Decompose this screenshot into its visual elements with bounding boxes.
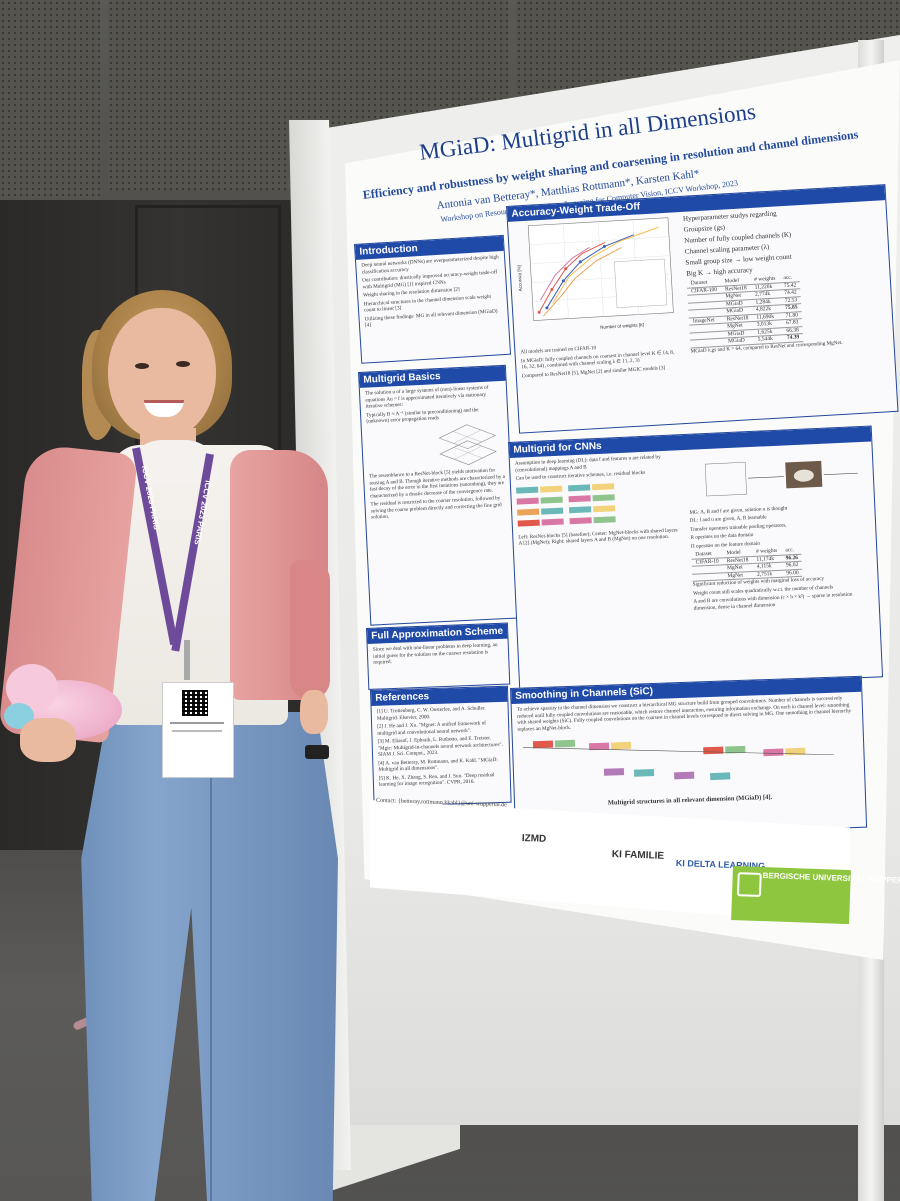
reference-item: [1] U. Trottenberg, C. W. Oosterlee, and… — [376, 705, 486, 722]
reference-item: [4] A. van Betteray, M. Rottmann, and K.… — [378, 756, 498, 773]
eye — [135, 363, 149, 369]
reference-item: [5] K. He, X. Zhang, S. Ren, and J. Sun.… — [378, 771, 495, 788]
smile — [144, 400, 184, 417]
reference-item: [2] J. He and J. Xu. "Mgnet: A unified f… — [377, 720, 487, 737]
mgiad-structure-diagram — [523, 739, 834, 781]
badge-text-line — [170, 722, 224, 724]
section-accuracy-weight-tradeoff: Accuracy-Weight Trade-Off Number of weig… — [506, 184, 899, 434]
section-smoothing-in-channels: Smoothing in Channels (SiC) To achieve s… — [510, 675, 868, 840]
watch — [305, 745, 329, 759]
paragraph: The resemblance to a ResNet-block [5] yi… — [368, 467, 506, 500]
grid-diagram — [438, 423, 497, 465]
mg-operator-diagram — [704, 460, 858, 497]
ki-familie-logo: KI FAMILIE — [611, 849, 665, 862]
section-body: The solution u of a large systems of (no… — [360, 381, 513, 526]
face — [108, 308, 216, 440]
university-wuppertal-logo: BERGISCHE UNIVERSITÄT WUPPERTAL — [731, 866, 900, 925]
eye — [176, 361, 190, 367]
block-diagrams — [516, 477, 680, 532]
qr-code-icon — [182, 690, 208, 716]
section-body: [1] U. Trottenberg, C. W. Oosterlee, and… — [372, 702, 511, 794]
jeans — [81, 712, 338, 1201]
hand — [20, 718, 76, 762]
reference-item: [3] M. Eliasof, J. Ephrath, L. Ruthotto,… — [377, 735, 503, 758]
university-crest-icon — [736, 872, 762, 897]
badge-clip — [184, 640, 190, 680]
resnet-block-diagram — [516, 482, 564, 530]
section-introduction: Introduction Deep neural networks (DNNs)… — [354, 234, 512, 364]
section-body: Deep neural networks (DNNs) are overpara… — [356, 251, 508, 334]
jeans-seam — [210, 760, 212, 1201]
plot-xlabel: Number of weights [K] — [600, 322, 644, 330]
badge-text-line — [172, 730, 222, 732]
izmd-logo: IZMD — [521, 833, 547, 845]
plot-ylabel: Accuracy [%] — [516, 265, 523, 292]
arm — [290, 560, 330, 700]
section-multigrid-basics: Multigrid Basics The solution u of a lar… — [358, 364, 519, 626]
section-full-approximation-scheme: Full Approximation Scheme Since we deal … — [366, 622, 511, 690]
results-table: Dataset Model # weights acc. CIFAR-100 Re… — [686, 274, 804, 348]
acoustic-panel — [0, 0, 100, 215]
section-references: References [1] U. Trottenberg, C. W. Oos… — [370, 685, 512, 807]
paragraph: The residual is restricted to the coarse… — [370, 495, 502, 521]
section-multigrid-for-cnns: Multigrid for CNNs Assumption in deep le… — [508, 425, 884, 694]
section-body: Since we deal with non-linear problems i… — [372, 641, 498, 666]
mgnet-block-diagram — [568, 480, 616, 528]
section-body: All models are trained on CIFAR-10 In MG… — [515, 337, 687, 385]
hand — [300, 690, 328, 734]
accuracy-plot: Number of weights [K] Accuracy [%] — [516, 217, 674, 330]
